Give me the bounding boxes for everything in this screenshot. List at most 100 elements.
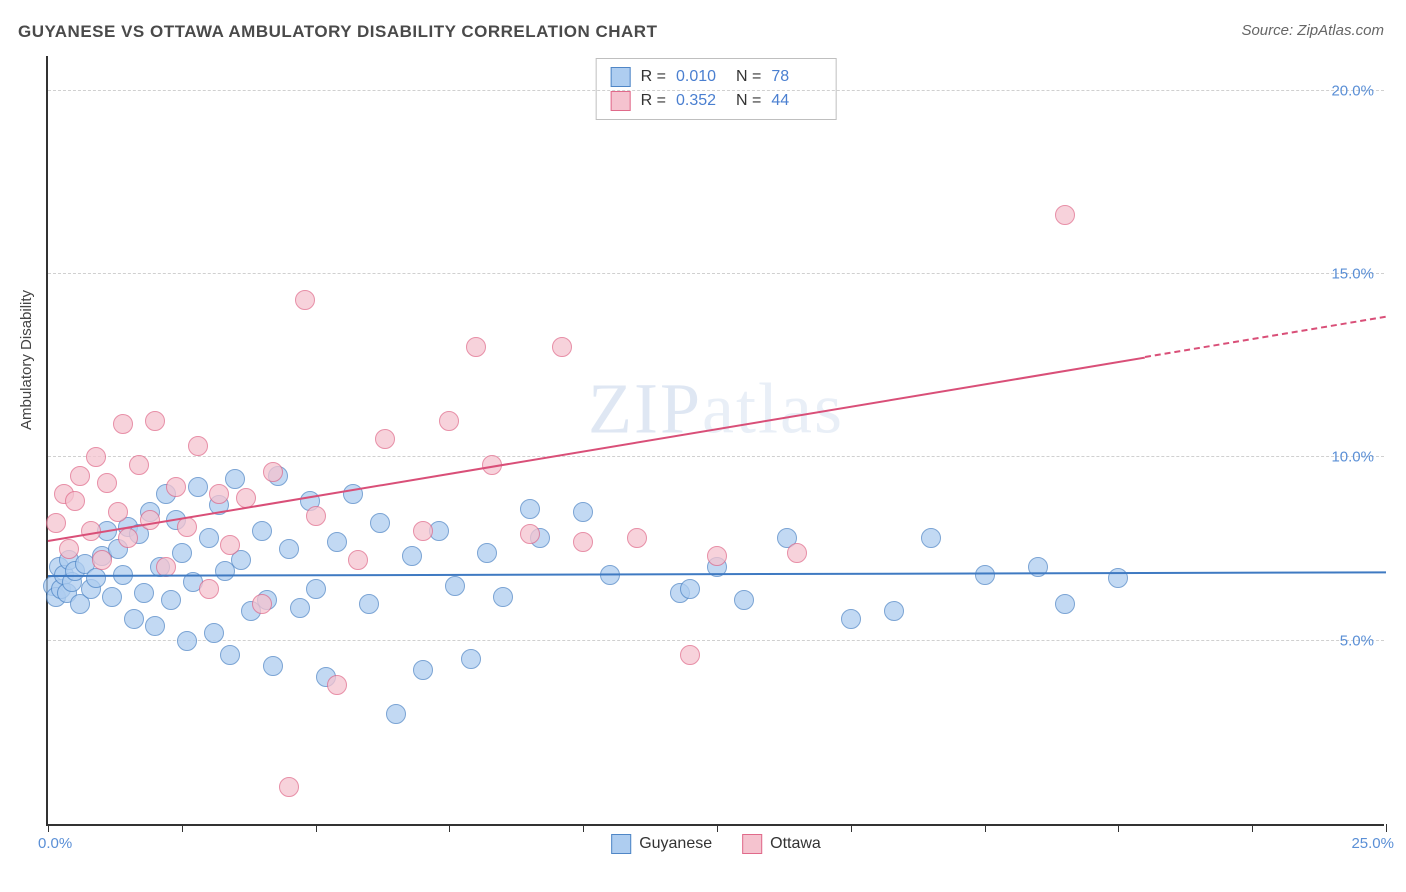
- y-tick-label: 10.0%: [1331, 449, 1374, 466]
- marker-guyanese: [680, 579, 700, 599]
- marker-ottawa: [86, 447, 106, 467]
- marker-ottawa: [327, 675, 347, 695]
- plot-area: ZIPatlas R = 0.010 N = 78 R = 0.352 N = …: [46, 56, 1384, 826]
- y-tick-label: 5.0%: [1340, 632, 1374, 649]
- x-tick: [1252, 824, 1253, 832]
- legend-swatch-guyanese: [611, 834, 631, 854]
- chart-title: GUYANESE VS OTTAWA AMBULATORY DISABILITY…: [18, 22, 657, 42]
- marker-ottawa: [439, 411, 459, 431]
- marker-guyanese: [279, 539, 299, 559]
- marker-guyanese: [1055, 594, 1075, 614]
- marker-guyanese: [327, 532, 347, 552]
- marker-guyanese: [263, 656, 283, 676]
- marker-ottawa: [113, 414, 133, 434]
- swatch-guyanese: [611, 67, 631, 87]
- marker-ottawa: [1055, 205, 1075, 225]
- marker-ottawa: [129, 455, 149, 475]
- marker-guyanese: [252, 521, 272, 541]
- marker-guyanese: [172, 543, 192, 563]
- marker-ottawa: [279, 777, 299, 797]
- marker-guyanese: [220, 645, 240, 665]
- marker-ottawa: [70, 466, 90, 486]
- marker-guyanese: [86, 568, 106, 588]
- r-value-guyanese: 0.010: [676, 68, 726, 86]
- marker-guyanese: [841, 609, 861, 629]
- marker-ottawa: [145, 411, 165, 431]
- marker-ottawa: [177, 517, 197, 537]
- marker-guyanese: [975, 565, 995, 585]
- n-value-ottawa: 44: [771, 92, 821, 110]
- marker-guyanese: [734, 590, 754, 610]
- y-tick-label: 20.0%: [1331, 82, 1374, 99]
- marker-guyanese: [493, 587, 513, 607]
- marker-guyanese: [225, 469, 245, 489]
- marker-guyanese: [402, 546, 422, 566]
- marker-ottawa: [97, 473, 117, 493]
- watermark: ZIPatlas: [588, 368, 844, 451]
- marker-ottawa: [140, 510, 160, 530]
- marker-ottawa: [166, 477, 186, 497]
- gridline: [48, 456, 1384, 457]
- gridline: [48, 640, 1384, 641]
- marker-guyanese: [204, 623, 224, 643]
- marker-ottawa: [65, 491, 85, 511]
- y-axis-label: Ambulatory Disability: [18, 290, 35, 430]
- x-tick: [48, 824, 49, 832]
- marker-ottawa: [199, 579, 219, 599]
- n-value-guyanese: 78: [771, 68, 821, 86]
- y-tick-label: 15.0%: [1331, 266, 1374, 283]
- legend-item-ottawa: Ottawa: [742, 834, 821, 854]
- marker-guyanese: [359, 594, 379, 614]
- x-tick: [851, 824, 852, 832]
- x-tick: [717, 824, 718, 832]
- stats-row-guyanese: R = 0.010 N = 78: [611, 65, 822, 89]
- marker-ottawa: [552, 337, 572, 357]
- marker-guyanese: [290, 598, 310, 618]
- legend-label-ottawa: Ottawa: [770, 835, 821, 853]
- marker-ottawa: [209, 484, 229, 504]
- x-tick: [316, 824, 317, 832]
- legend-item-guyanese: Guyanese: [611, 834, 712, 854]
- marker-guyanese: [520, 499, 540, 519]
- x-tick: [1118, 824, 1119, 832]
- marker-guyanese: [445, 576, 465, 596]
- marker-ottawa: [188, 436, 208, 456]
- marker-ottawa: [466, 337, 486, 357]
- marker-guyanese: [102, 587, 122, 607]
- marker-guyanese: [370, 513, 390, 533]
- marker-ottawa: [295, 290, 315, 310]
- marker-ottawa: [707, 546, 727, 566]
- marker-ottawa: [306, 506, 326, 526]
- marker-guyanese: [386, 704, 406, 724]
- x-axis-min-label: 0.0%: [38, 835, 72, 852]
- legend-label-guyanese: Guyanese: [639, 835, 712, 853]
- marker-guyanese: [161, 590, 181, 610]
- marker-guyanese: [573, 502, 593, 522]
- marker-guyanese: [145, 616, 165, 636]
- marker-ottawa: [573, 532, 593, 552]
- marker-guyanese: [1028, 557, 1048, 577]
- x-axis-max-label: 25.0%: [1351, 835, 1394, 852]
- marker-ottawa: [59, 539, 79, 559]
- marker-ottawa: [46, 513, 66, 533]
- marker-guyanese: [199, 528, 219, 548]
- marker-ottawa: [375, 429, 395, 449]
- swatch-ottawa: [611, 91, 631, 111]
- x-tick: [449, 824, 450, 832]
- marker-ottawa: [680, 645, 700, 665]
- x-tick: [1386, 824, 1387, 832]
- gridline: [48, 273, 1384, 274]
- marker-ottawa: [627, 528, 647, 548]
- marker-ottawa: [263, 462, 283, 482]
- marker-guyanese: [188, 477, 208, 497]
- r-value-ottawa: 0.352: [676, 92, 726, 110]
- x-tick: [583, 824, 584, 832]
- marker-guyanese: [921, 528, 941, 548]
- marker-guyanese: [134, 583, 154, 603]
- trendline-ottawa-extrapolated: [1145, 316, 1386, 358]
- marker-ottawa: [413, 521, 433, 541]
- marker-guyanese: [124, 609, 144, 629]
- x-tick: [985, 824, 986, 832]
- gridline: [48, 90, 1384, 91]
- legend: Guyanese Ottawa: [611, 834, 821, 854]
